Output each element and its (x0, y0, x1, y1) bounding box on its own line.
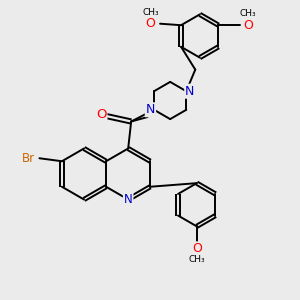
Text: O: O (243, 19, 253, 32)
Text: CH₃: CH₃ (142, 8, 159, 17)
Text: N: N (185, 85, 195, 98)
Text: O: O (146, 17, 155, 30)
Text: O: O (96, 108, 106, 121)
Text: CH₃: CH₃ (188, 255, 205, 264)
Text: N: N (124, 193, 133, 206)
Text: O: O (192, 242, 202, 255)
Text: CH₃: CH₃ (240, 9, 256, 18)
Text: N: N (146, 103, 155, 116)
Text: Br: Br (22, 152, 35, 165)
